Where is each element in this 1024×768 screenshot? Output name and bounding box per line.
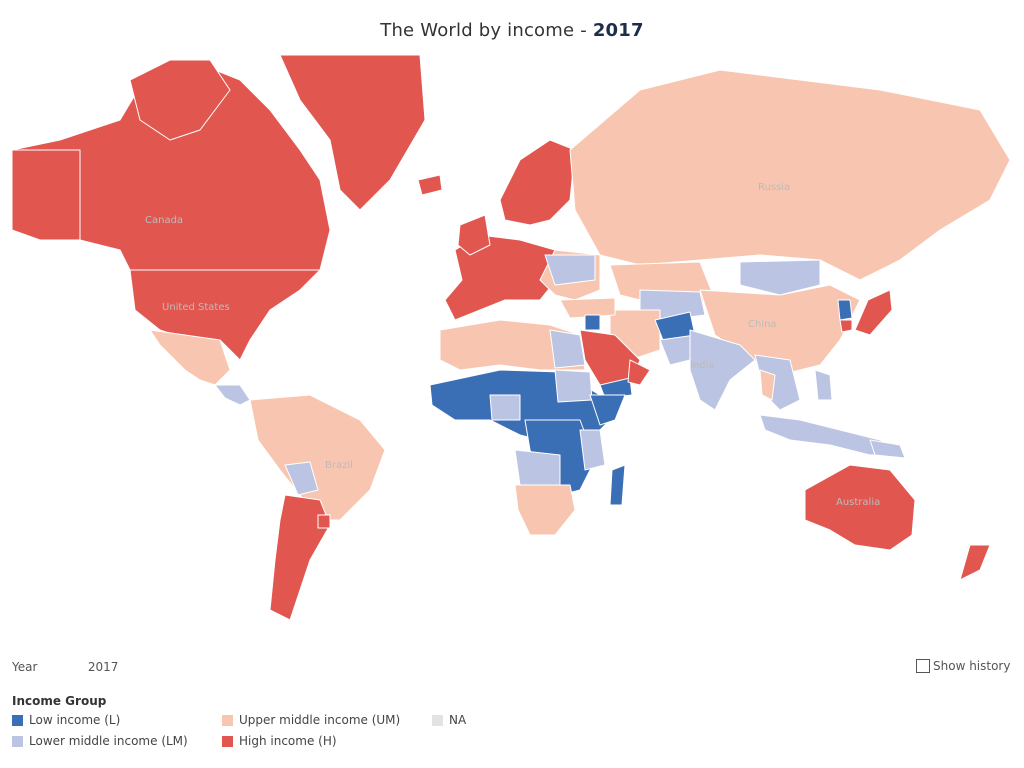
kenya-tanzania-region[interactable] xyxy=(579,429,606,471)
uk-ireland-region[interactable] xyxy=(457,214,491,256)
legend-item-low[interactable]: Low income (L) xyxy=(12,713,222,727)
map-label-australia: Australia xyxy=(836,497,880,508)
legend-label-lower-middle: Lower middle income (LM) xyxy=(29,734,188,748)
year-label: Year xyxy=(12,660,38,674)
income-legend: Income Group Low income (L) Upper middle… xyxy=(12,694,552,748)
chart-title: The World by income - 2017 xyxy=(0,20,1024,41)
south-korea-region[interactable] xyxy=(839,319,853,333)
new-zealand-region[interactable] xyxy=(959,544,991,581)
philippines-region[interactable] xyxy=(814,369,833,401)
legend-swatch-upper-middle xyxy=(222,714,233,726)
australia-region[interactable] xyxy=(804,464,916,551)
year-value[interactable]: 2017 xyxy=(87,660,119,674)
world-income-map[interactable]: Canada United States Russia China India … xyxy=(0,52,1024,632)
legend-swatch-high xyxy=(222,735,233,747)
alaska-region[interactable] xyxy=(11,149,81,241)
south-america-north-region[interactable] xyxy=(249,394,386,521)
uruguay-region[interactable] xyxy=(317,514,331,529)
iceland-region[interactable] xyxy=(417,174,443,196)
map-label-brazil: Brazil xyxy=(325,460,353,471)
egypt-region[interactable] xyxy=(549,329,586,369)
turkey-region[interactable] xyxy=(559,297,616,319)
nigeria-region[interactable] xyxy=(489,394,521,421)
show-history-checkbox[interactable] xyxy=(916,659,930,673)
japan-region[interactable] xyxy=(854,289,893,336)
angola-zambia-region[interactable] xyxy=(514,449,561,486)
legend-swatch-na xyxy=(432,714,443,726)
legend-item-upper-middle[interactable]: Upper middle income (UM) xyxy=(222,713,432,727)
map-label-russia: Russia xyxy=(758,182,790,193)
legend-label-na: NA xyxy=(449,713,467,727)
bolivia-region[interactable] xyxy=(284,461,319,496)
legend-label-upper-middle: Upper middle income (UM) xyxy=(239,713,401,727)
title-year: 2017 xyxy=(592,20,644,41)
legend-item-na[interactable]: NA xyxy=(432,713,552,727)
russia-region[interactable] xyxy=(569,69,1011,281)
legend-item-lower-middle[interactable]: Lower middle income (LM) xyxy=(12,734,222,748)
united-states-region[interactable] xyxy=(129,269,321,361)
greenland-region[interactable] xyxy=(279,54,426,211)
chile-argentina-region[interactable] xyxy=(269,494,331,621)
title-prefix: The World by income - xyxy=(380,20,593,41)
sudan-region[interactable] xyxy=(554,369,593,403)
legend-swatch-lower-middle xyxy=(12,735,23,747)
map-label-india: India xyxy=(690,360,715,371)
central-america-region[interactable] xyxy=(214,384,251,406)
show-history-label: Show history xyxy=(933,659,1011,673)
horn-of-africa-region[interactable] xyxy=(589,394,626,426)
legend-label-high: High income (H) xyxy=(239,734,337,748)
year-filter: Year 2017 xyxy=(12,660,118,674)
india-region[interactable] xyxy=(689,329,756,411)
arctic-islands-region[interactable] xyxy=(129,59,231,141)
yemen-region[interactable] xyxy=(599,377,633,399)
mongolia-region[interactable] xyxy=(739,259,821,296)
map-label-united-states: United States xyxy=(162,302,230,313)
legend-title: Income Group xyxy=(12,694,107,708)
thailand-malaysia-region[interactable] xyxy=(759,369,776,401)
legend-item-high[interactable]: High income (H) xyxy=(222,734,432,748)
map-label-canada: Canada xyxy=(145,215,183,226)
papua-new-guinea-region[interactable] xyxy=(869,439,906,459)
southern-africa-region[interactable] xyxy=(514,484,576,536)
oman-region[interactable] xyxy=(627,359,651,386)
ukraine-region[interactable] xyxy=(544,254,596,286)
scandinavia-region[interactable] xyxy=(499,139,576,226)
map-label-china: China xyxy=(748,319,777,330)
show-history-toggle[interactable]: Show history xyxy=(916,659,1010,673)
syria-region[interactable] xyxy=(584,314,601,331)
western-europe-region[interactable] xyxy=(444,234,561,321)
madagascar-region[interactable] xyxy=(609,464,626,506)
legend-label-low: Low income (L) xyxy=(29,713,121,727)
mexico-region[interactable] xyxy=(149,329,231,386)
legend-swatch-low xyxy=(12,714,23,726)
korea-region[interactable] xyxy=(837,299,853,321)
